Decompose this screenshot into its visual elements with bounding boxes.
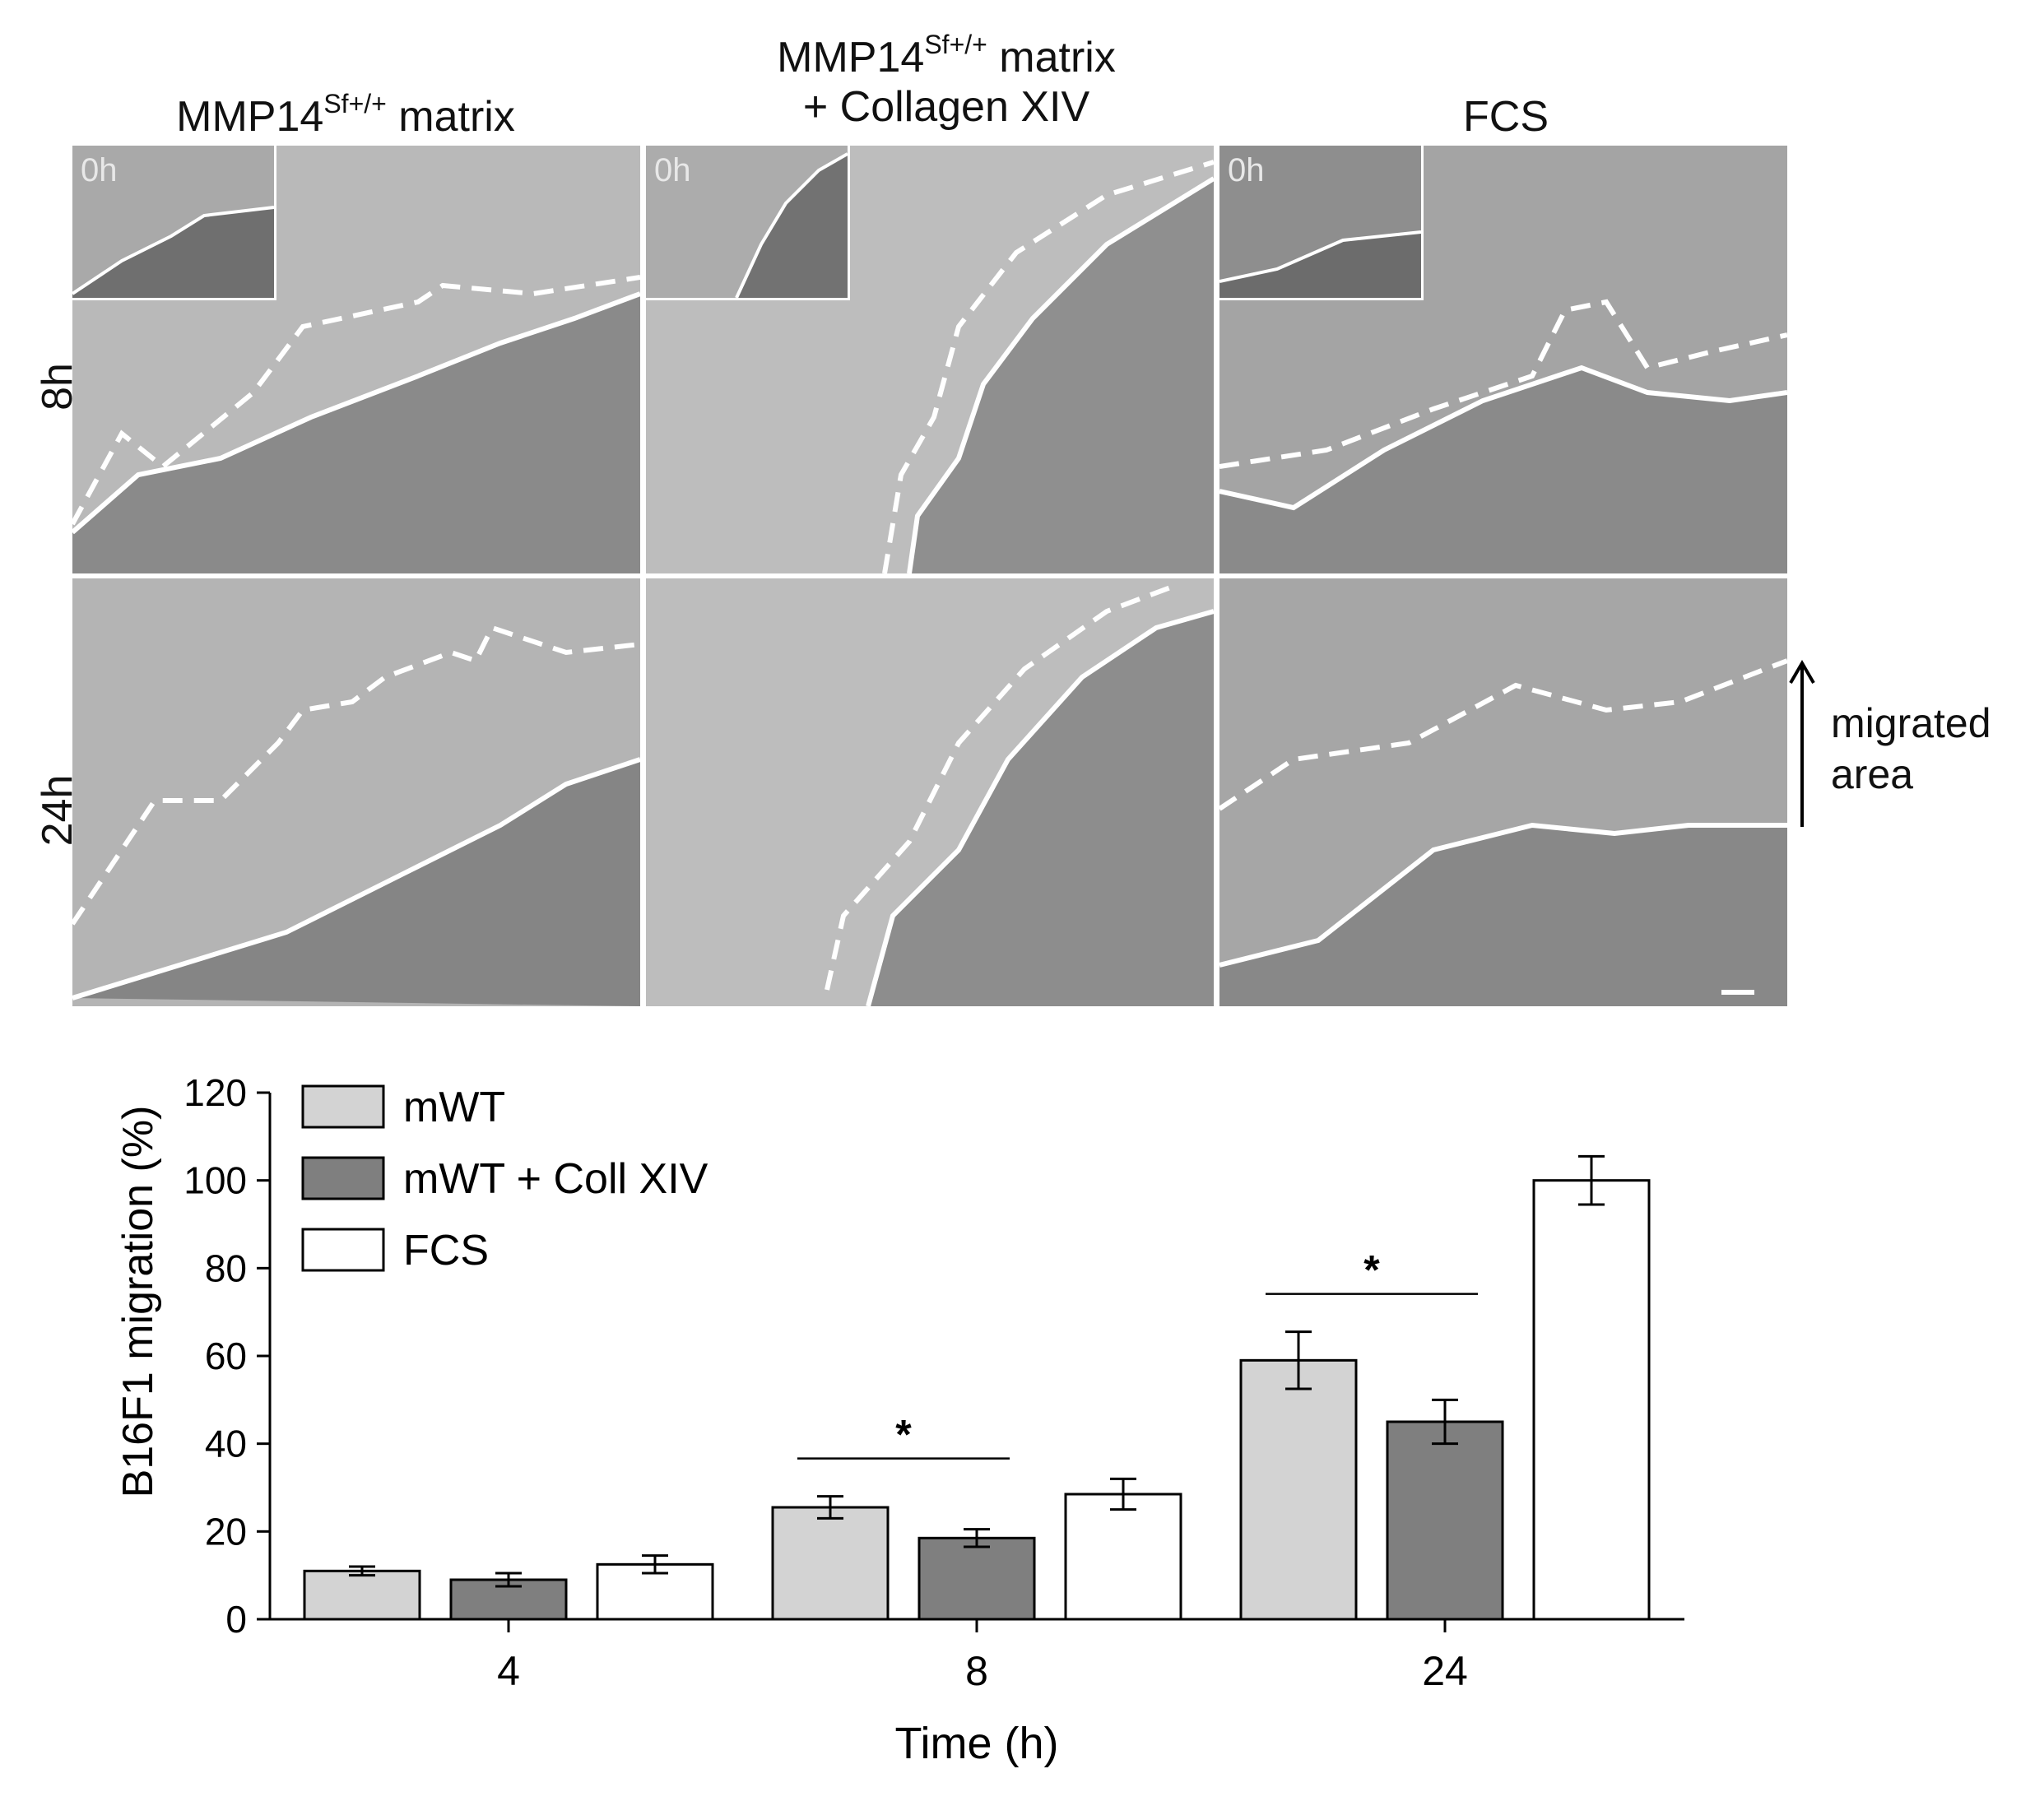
y-tick-label: 120: [183, 1071, 247, 1114]
migrated-area-label-line2: area: [1831, 751, 1914, 797]
micrograph-8h-matrix: 0h: [72, 146, 640, 573]
legend-label: mWT: [403, 1084, 505, 1131]
chart-bars: **: [303, 1154, 1651, 1621]
bar: [1532, 1179, 1651, 1621]
inset-0h: 0h: [1219, 146, 1424, 300]
significance-star: *: [895, 1412, 912, 1458]
x-tick-label: 4: [497, 1648, 520, 1694]
legend-swatch: [301, 1156, 385, 1200]
significance-star: *: [1363, 1247, 1380, 1293]
micrograph-8h-fcs: 0h: [1219, 146, 1787, 573]
inset-time-label: 0h: [81, 152, 118, 188]
micrograph-24h-matrix: [72, 578, 640, 1006]
inset-0h: 0h: [72, 146, 276, 300]
bar: [771, 1506, 890, 1621]
bar: [917, 1536, 1036, 1621]
bar: [1386, 1420, 1504, 1621]
legend-swatch: [301, 1228, 385, 1272]
y-axis-label: B16F1 migration (%): [114, 1106, 162, 1498]
inset-time-label: 0h: [1228, 152, 1265, 188]
column-title-fcs: FCS: [1463, 93, 1549, 141]
micrograph-image: [1219, 578, 1787, 1006]
migrated-area-arrow-icon: [1789, 660, 1815, 827]
column-title-matrix-collagen: MMP14Sf+/+ matrix + Collagen XIV: [691, 29, 1201, 132]
inset-image: [1219, 230, 1421, 298]
chart-legend: mWT mWT + Coll XIV FCS: [301, 1084, 708, 1274]
migrated-area-label-line1: migrated: [1831, 700, 1991, 746]
x-tick-label: 8: [965, 1648, 988, 1694]
y-tick-label: 60: [205, 1335, 247, 1377]
micrograph-8h-matrix-collagen: 0h: [646, 146, 1214, 573]
micrograph-24h-matrix-collagen: [646, 578, 1214, 1006]
inset-image: [735, 152, 848, 298]
migrated-area-label: migrated area: [1831, 698, 1991, 800]
bar: [1064, 1493, 1182, 1621]
micrograph-image: [72, 146, 640, 573]
y-tick-label: 100: [183, 1159, 247, 1202]
micrograph-24h-fcs: [1219, 578, 1787, 1006]
bar: [1239, 1358, 1358, 1621]
x-axis-label: Time (h): [895, 1719, 1059, 1768]
y-tick-label: 40: [205, 1423, 247, 1465]
column-title-line1: MMP14Sf+/+ matrix: [777, 29, 1116, 81]
column-title-line2: + Collagen XIV: [802, 83, 1090, 131]
bar: [303, 1569, 421, 1621]
inset-time-label: 0h: [654, 152, 691, 188]
micrograph-image: [72, 578, 640, 1006]
inset-image: [72, 206, 274, 298]
inset-0h: 0h: [646, 146, 850, 300]
y-tick-label: 20: [205, 1510, 247, 1553]
y-tick-label: 80: [205, 1247, 247, 1289]
micrograph-image: [646, 578, 1214, 1006]
column-title-matrix: MMP14Sf+/+ matrix: [176, 88, 515, 141]
y-tick-label: 0: [225, 1598, 247, 1641]
legend-label: mWT + Coll XIV: [403, 1155, 708, 1203]
legend-swatch: [301, 1084, 385, 1129]
legend-label: FCS: [403, 1227, 489, 1274]
x-tick-label: 24: [1422, 1648, 1468, 1694]
